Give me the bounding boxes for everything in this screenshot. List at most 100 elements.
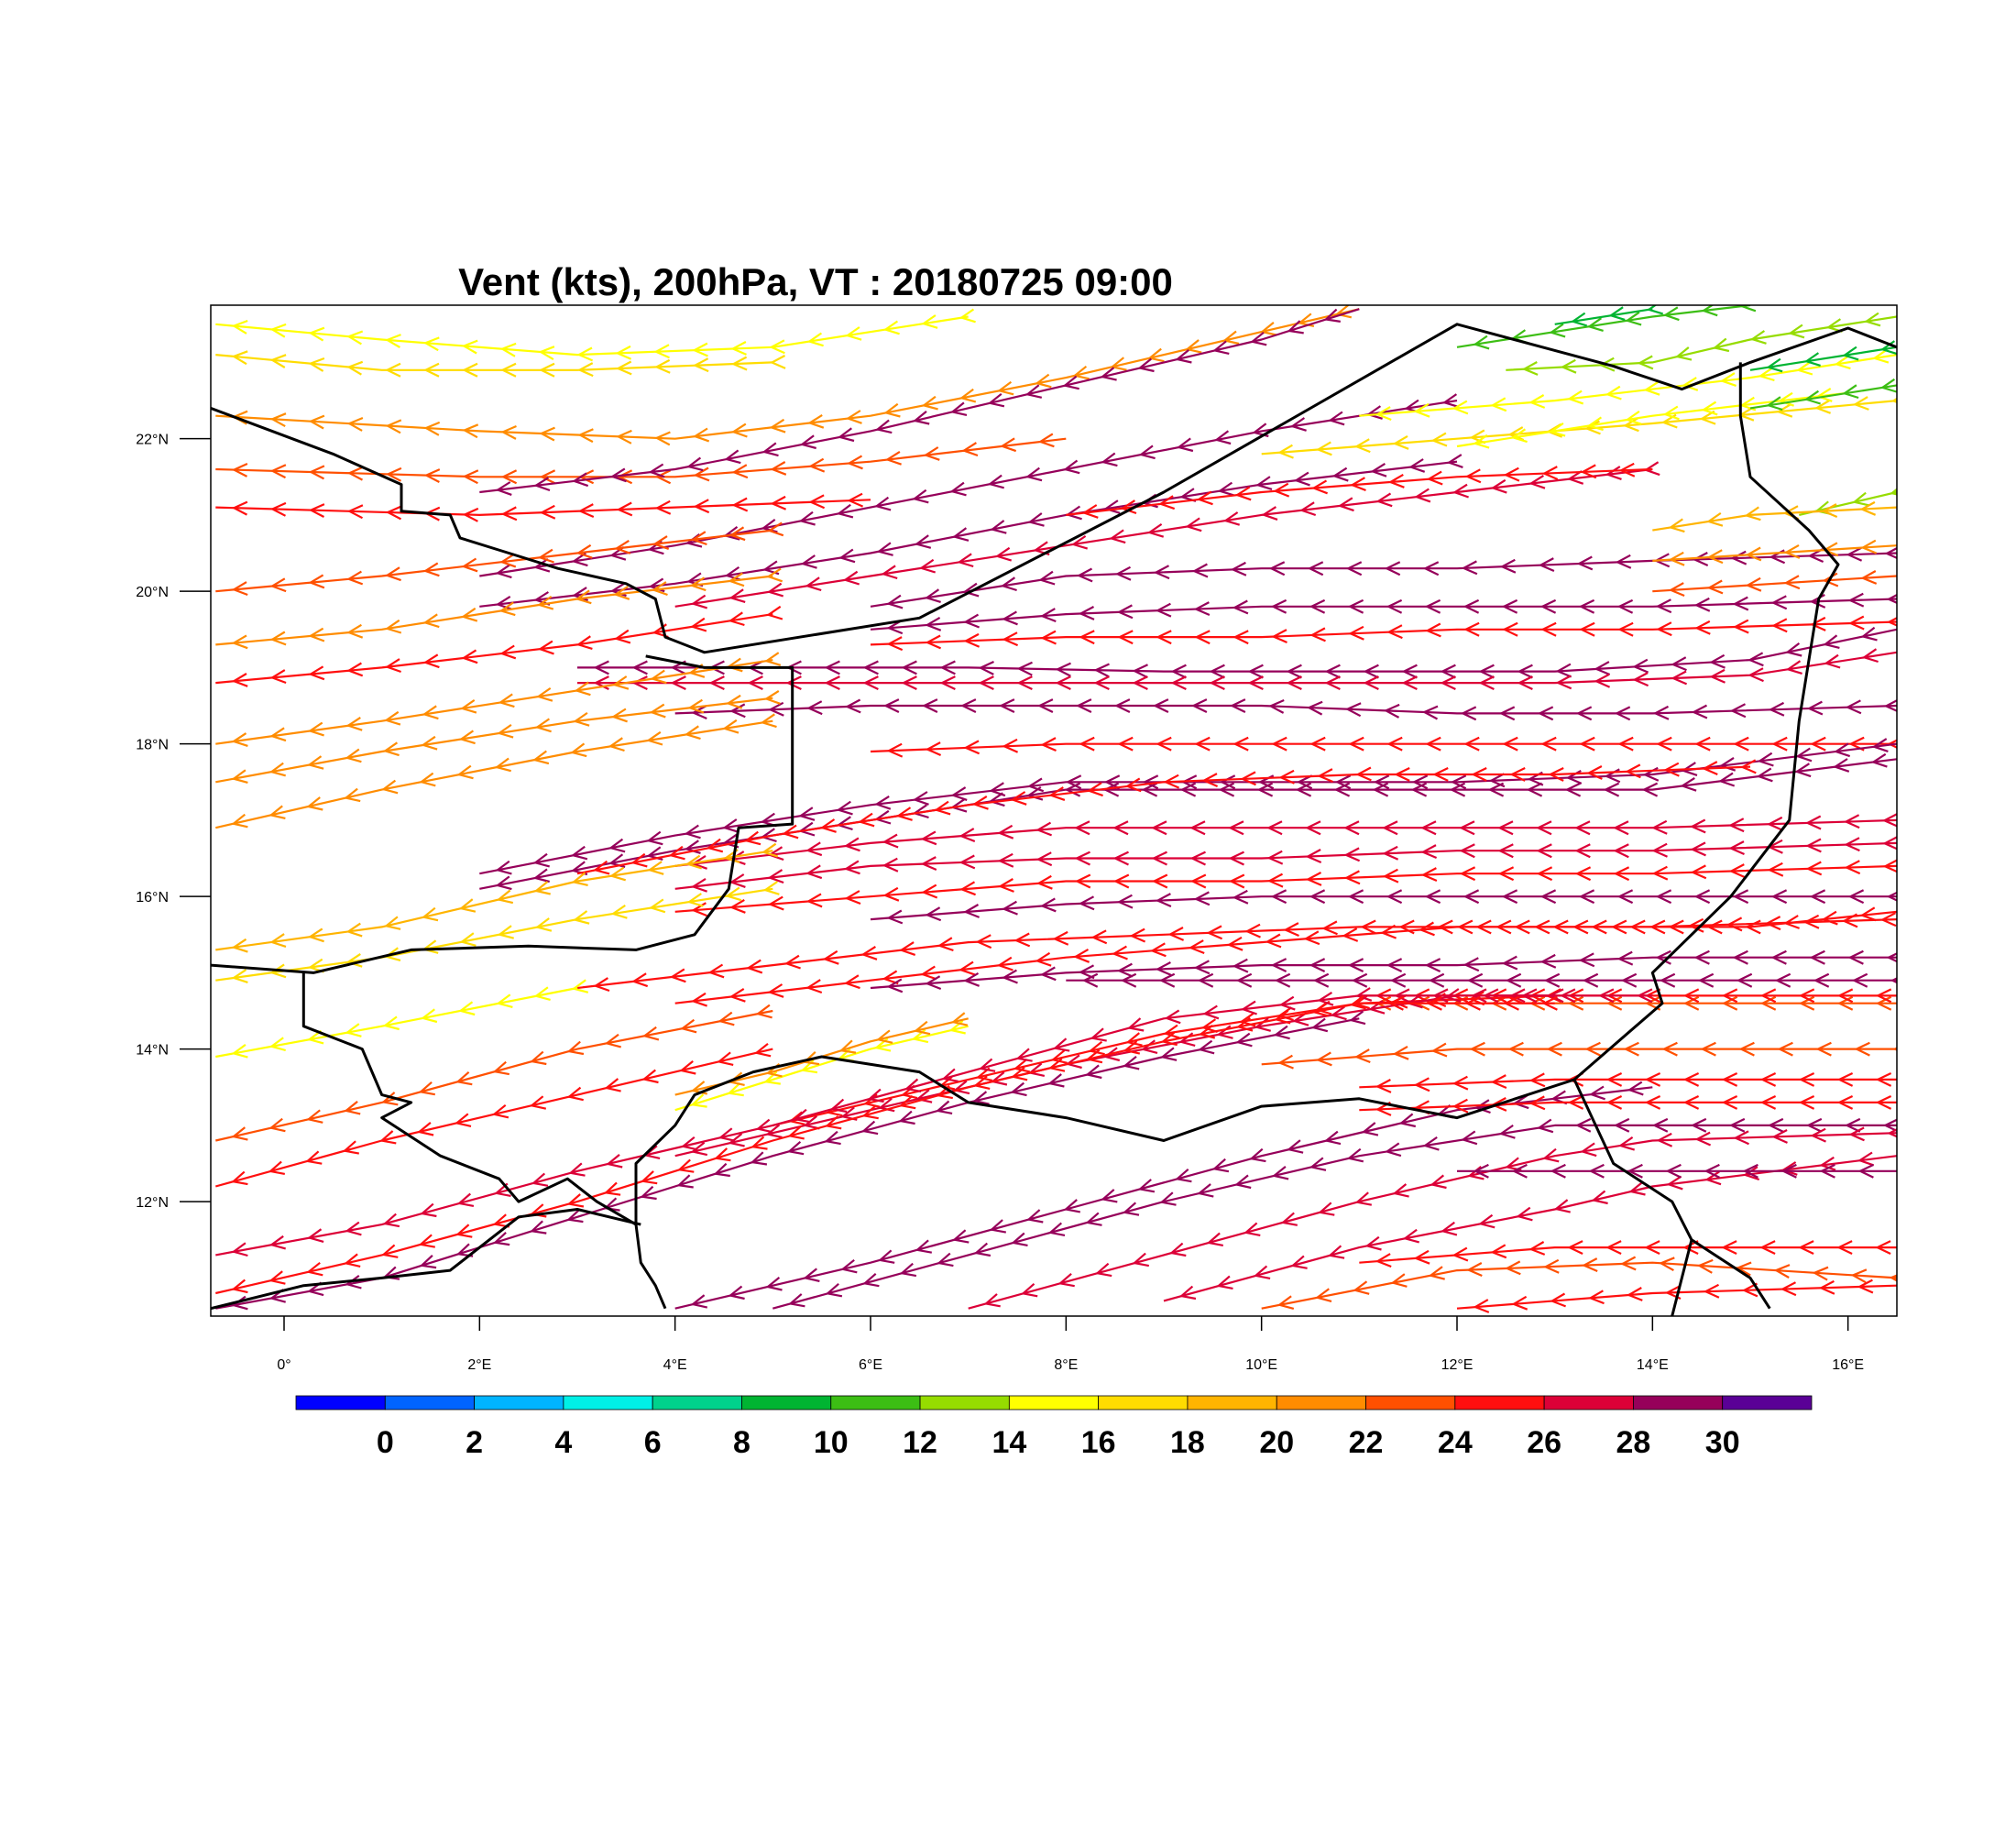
- streamline-arrow: [1886, 593, 1897, 604]
- streamline-arrow: [1860, 626, 1878, 642]
- streamline-arrow: [1232, 889, 1249, 905]
- streamline-arrow: [1198, 1039, 1215, 1055]
- streamline-arrow: [1721, 1072, 1738, 1087]
- streamline-arrow: [689, 576, 707, 592]
- streamline-arrow: [1766, 357, 1783, 373]
- streamline-arrow: [1528, 474, 1546, 489]
- streamline-arrow: [346, 504, 364, 520]
- streamline-arrow: [1002, 738, 1019, 753]
- streamline-arrow: [1347, 598, 1364, 614]
- streamline-arrow: [729, 898, 746, 914]
- streamline-arrow: [1463, 889, 1480, 905]
- streamline-arrow: [1175, 1168, 1192, 1183]
- streamline-arrow: [1651, 842, 1668, 858]
- streamline-arrow: [1615, 554, 1632, 569]
- streamline-arrow: [1274, 1009, 1291, 1025]
- streamline-arrow: [1149, 942, 1167, 958]
- streamline-arrow: [1202, 1004, 1220, 1020]
- streamline-arrow: [1226, 936, 1244, 951]
- streamline-arrow: [1296, 774, 1313, 790]
- streamline-arrow: [1637, 355, 1654, 370]
- streamline-arrow: [1343, 820, 1360, 836]
- streamline-arrow: [1382, 845, 1399, 861]
- streamline-arrow: [1361, 1122, 1379, 1136]
- streamline-arrow: [882, 833, 899, 849]
- streamline-arrow: [915, 1089, 933, 1103]
- streamline-arrow: [987, 474, 1004, 489]
- streamline-arrow: [755, 1004, 772, 1019]
- streamline-arrow: [1156, 630, 1172, 645]
- streamline-arrow: [1498, 1124, 1516, 1139]
- streamline-arrow: [1305, 872, 1322, 886]
- streamline-arrow: [577, 428, 594, 444]
- streamline-arrow: [1632, 658, 1649, 674]
- streamline-arrow: [1875, 988, 1892, 1004]
- streamline-arrow: [1117, 736, 1134, 752]
- streamline-arrow: [530, 1220, 547, 1235]
- streamline-arrow: [718, 1127, 736, 1142]
- streamline-arrow: [1035, 874, 1053, 890]
- streamline-arrow: [269, 727, 287, 742]
- streamline-arrow: [1662, 306, 1680, 322]
- streamline-arrow: [690, 531, 707, 546]
- streamline-arrow: [1836, 1240, 1853, 1255]
- streamline-arrow: [861, 1104, 879, 1120]
- streamline-arrow: [646, 830, 663, 846]
- streamline-arrow: [1605, 1072, 1623, 1087]
- streamline-arrow: [1580, 464, 1597, 479]
- streamline-arrow: [1721, 1095, 1738, 1110]
- streamline-arrow: [728, 1285, 745, 1301]
- streamline-arrow: [1323, 308, 1341, 323]
- streamline-arrow: [1228, 851, 1244, 866]
- streamline-arrow: [496, 889, 514, 905]
- streamline-arrow: [1039, 966, 1057, 982]
- streamline-arrow: [767, 983, 784, 998]
- streamline-arrow: [1386, 958, 1403, 972]
- streamline-arrow: [806, 332, 824, 347]
- streamline-arrow: [690, 1294, 708, 1309]
- streamline-arrow: [978, 1058, 996, 1072]
- streamline-33: [870, 956, 1897, 990]
- streamline-arrow: [680, 1018, 697, 1034]
- streamline-arrow: [1209, 675, 1225, 690]
- streamline-arrow: [1744, 506, 1761, 521]
- streamline-arrow: [1771, 1129, 1788, 1144]
- streamline-arrow: [1015, 1048, 1033, 1062]
- streamline-arrow: [847, 455, 863, 470]
- streamline-arrow: [269, 669, 287, 685]
- streamline-arrow: [268, 1160, 285, 1175]
- streamline-arrow: [990, 520, 1007, 534]
- streamline-arrow: [1833, 758, 1850, 773]
- streamline-arrow: [878, 1249, 895, 1264]
- streamline-arrow: [1307, 561, 1324, 576]
- streamline-arrow: [1574, 866, 1592, 882]
- streamline-arrow: [1627, 1163, 1643, 1179]
- streamline-arrow: [268, 1235, 286, 1250]
- streamline-53: [1261, 1048, 1897, 1066]
- streamline-arrow: [1072, 365, 1090, 380]
- streamline-arrow: [882, 857, 899, 873]
- streamline-arrow: [1613, 820, 1629, 836]
- streamline-arrow: [384, 619, 402, 634]
- streamline-arrow: [798, 510, 816, 526]
- streamline-arrow: [1870, 752, 1888, 768]
- streamline-arrow: [1859, 500, 1877, 516]
- streamline-arrow: [382, 1213, 400, 1228]
- streamline-arrow: [1798, 1095, 1815, 1110]
- streamline-arrow: [1222, 330, 1240, 346]
- streamline-arrow: [1836, 1072, 1854, 1087]
- colorbar-label: 6: [644, 1425, 662, 1460]
- streamline-arrow: [1244, 923, 1261, 938]
- streamline-arrow: [345, 922, 363, 938]
- streamline-arrow: [924, 588, 941, 603]
- streamline-arrow: [1502, 621, 1518, 637]
- streamline-arrow: [1228, 820, 1244, 836]
- streamline-arrow: [1459, 843, 1475, 859]
- streamline-arrow: [1505, 972, 1522, 988]
- streamline-arrow: [1167, 927, 1185, 941]
- streamline-arrow: [419, 772, 436, 787]
- streamline-arrow: [494, 1182, 511, 1197]
- streamline-69: [1652, 575, 1897, 593]
- streamline-arrow: [1748, 667, 1764, 683]
